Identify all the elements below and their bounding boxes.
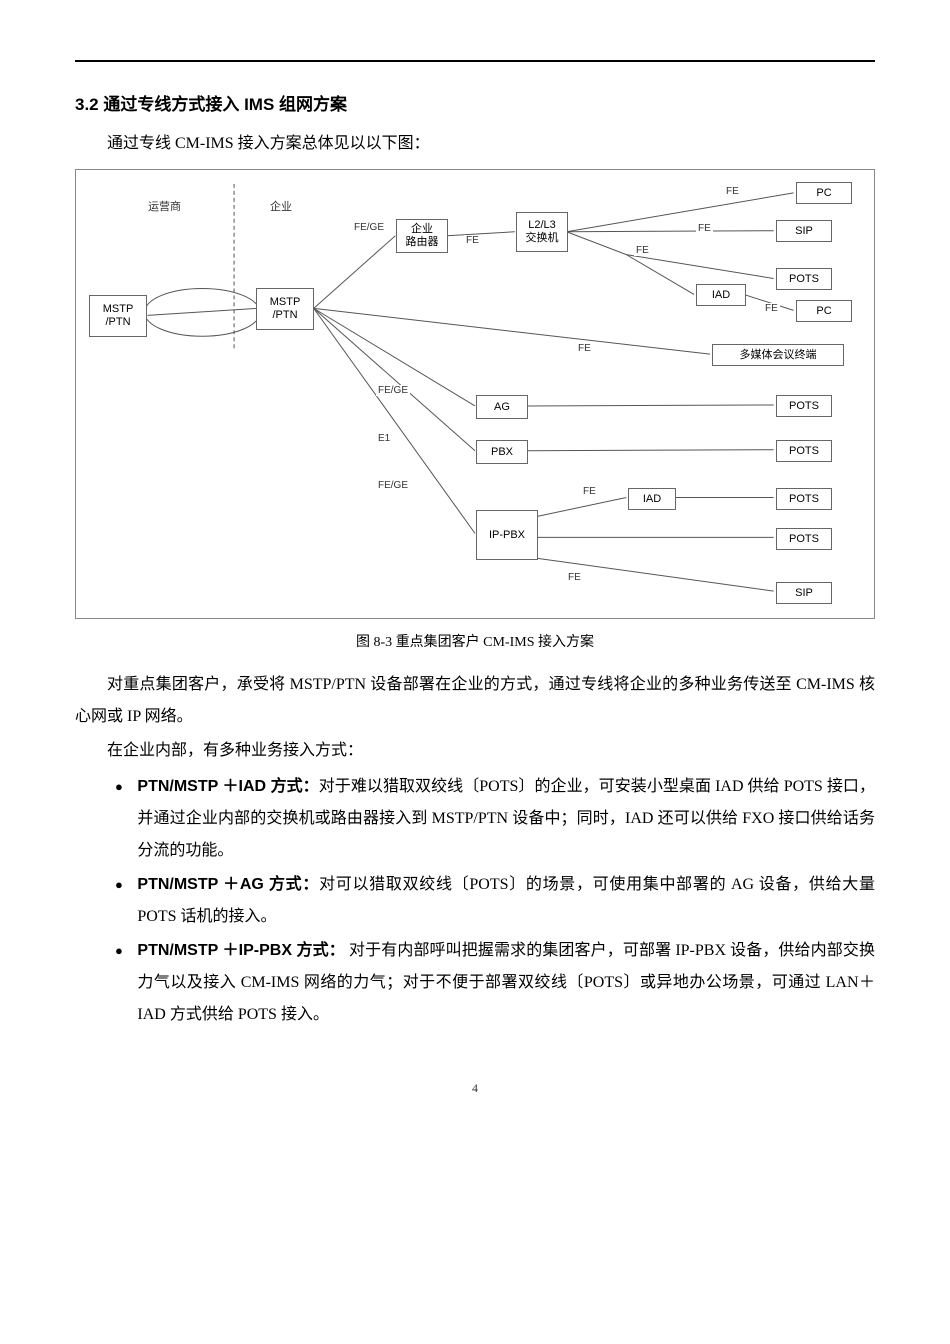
node-sip_top: SIP (776, 220, 832, 242)
node-mstp_right: MSTP /PTN (256, 288, 314, 330)
paragraph-1: 对重点集团客户，承受将 MSTP/PTN 设备部署在企业的方式，通过专线将企业的… (75, 669, 875, 733)
top-rule (75, 60, 875, 62)
bullet-item: PTN/MSTP ＋IAD 方式：对于难以猎取双绞线〔POTS〕的企业，可安装小… (115, 771, 875, 867)
link-label-fe_top2: FE (696, 223, 713, 234)
node-pc_iad: PC (796, 300, 852, 322)
node-pots_ippbx: POTS (776, 528, 832, 550)
bullet-item: PTN/MSTP ＋AG 方式：对可以猎取双绞线〔POTS〕的场景，可使用集中部… (115, 869, 875, 933)
link-label-fe_top1: FE (724, 186, 741, 197)
col-header-enterprise: 企业 (268, 198, 294, 214)
node-pbx: PBX (476, 440, 528, 464)
node-iad_low: IAD (628, 488, 676, 510)
page-number: 4 (75, 1081, 875, 1096)
link-label-fe_iadpc: FE (763, 303, 780, 314)
link-label-e1_pbx: E1 (376, 433, 392, 444)
network-diagram: 运营商 企业 MSTP /PTN MSTP /PTN 企业 路由器 L2/L3 交换机… (75, 169, 875, 619)
link-label-fe_ge_ip: FE/GE (376, 480, 410, 491)
bullet-list: PTN/MSTP ＋IAD 方式：对于难以猎取双绞线〔POTS〕的企业，可安装小… (75, 771, 875, 1031)
link-label-fe_rs: FE (464, 235, 481, 246)
node-ippbx: IP-PBX (476, 510, 538, 560)
node-pots_ag: POTS (776, 395, 832, 417)
node-mstp_left: MSTP /PTN (89, 295, 147, 337)
node-ag: AG (476, 395, 528, 419)
bullet-title: PTN/MSTP ＋IP-PBX 方式： (137, 942, 345, 959)
section-heading: 3.2 通过专线方式接入 IMS 组网方案 (75, 90, 875, 115)
bullet-item: PTN/MSTP ＋IP-PBX 方式： 对于有内部呼叫把握需求的集团客户，可部… (115, 935, 875, 1031)
link-label-fe_mid: FE (576, 343, 593, 354)
node-pots_pbx: POTS (776, 440, 832, 462)
node-mmt: 多媒体会议终端 (712, 344, 844, 366)
node-pots_iad: POTS (776, 268, 832, 290)
link-label-fe_sipl: FE (566, 572, 583, 583)
node-pc_top: PC (796, 182, 852, 204)
link-label-fe_ge_ag: FE/GE (376, 385, 410, 396)
paragraph-2: 在企业内部，有多种业务接入方式： (75, 735, 875, 767)
node-switch: L2/L3 交换机 (516, 212, 568, 252)
link-label-fe_iad2: FE (581, 486, 598, 497)
figure-caption: 图 8-3 重点集团客户 CM-IMS 接入方案 (75, 631, 875, 651)
node-iad_top: IAD (696, 284, 746, 306)
link-label-fe_top3: FE (634, 245, 651, 256)
node-router: 企业 路由器 (396, 219, 448, 253)
node-pots_iad2: POTS (776, 488, 832, 510)
bullet-title: PTN/MSTP ＋AG 方式： (137, 876, 319, 893)
link-label-fe_r1: FE/GE (352, 222, 386, 233)
col-header-operator: 运营商 (146, 198, 183, 214)
node-sip_low: SIP (776, 582, 832, 604)
bullet-title: PTN/MSTP ＋IAD 方式： (137, 778, 318, 795)
intro-line: 通过专线 CM-IMS 接入方案总体见以以下图： (75, 129, 875, 159)
